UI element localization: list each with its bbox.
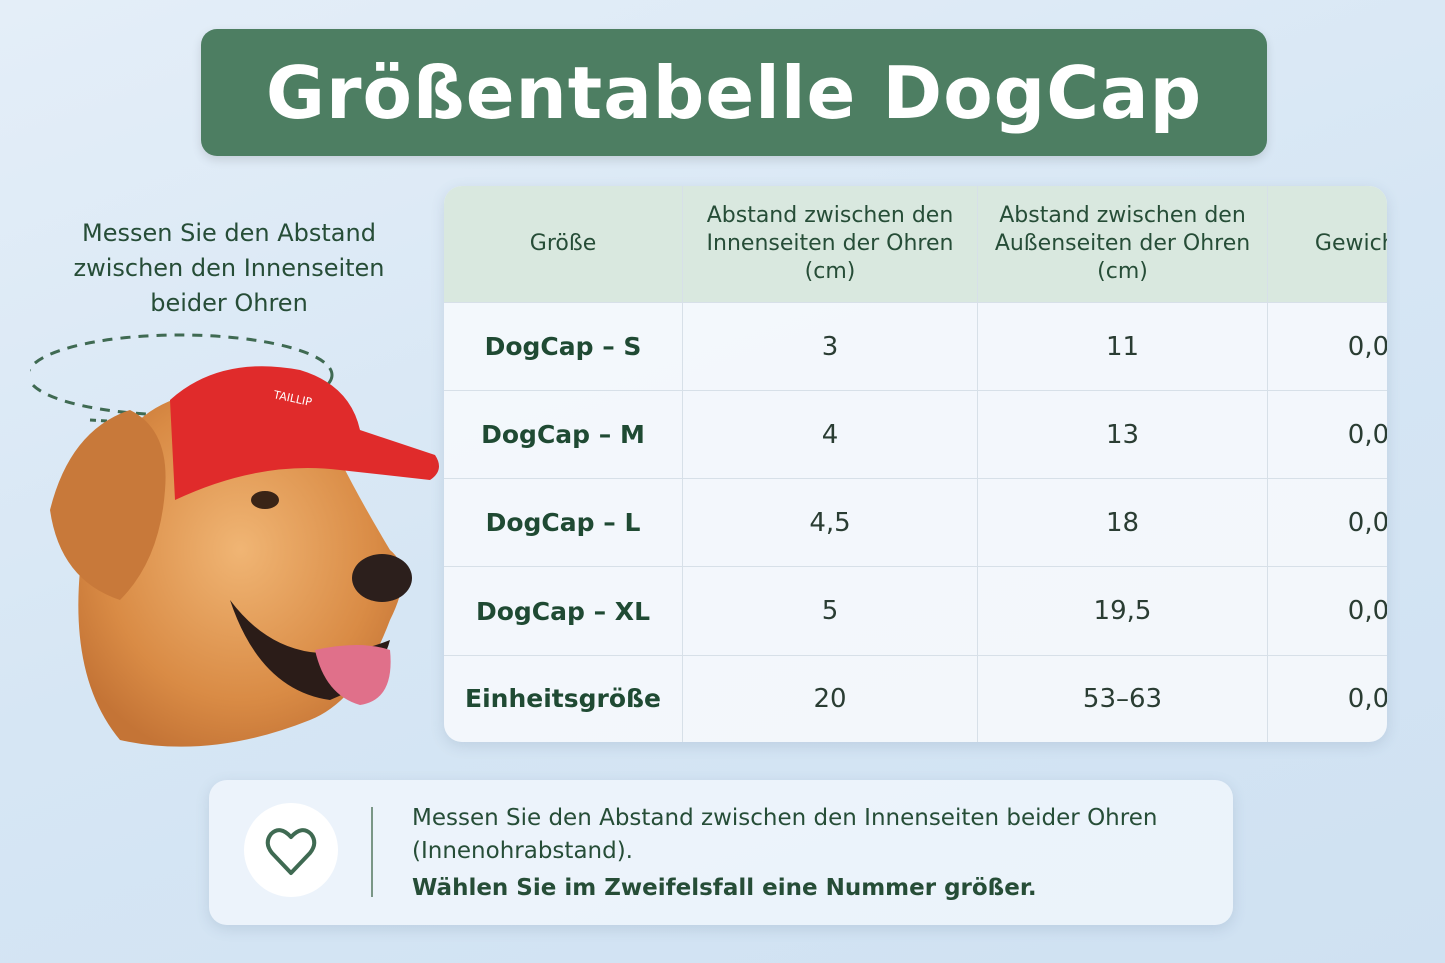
table-cell: 3 [682, 301, 978, 391]
note-emphasis: Wählen Sie im Zweifelsfall eine Nummer g… [412, 875, 1037, 901]
table-cell: 0,049 [1267, 566, 1387, 656]
size-name: DogCap – M [444, 390, 683, 479]
table-cell: 0,032 [1267, 390, 1387, 479]
size-name: DogCap – S [444, 301, 683, 391]
table-cell: 4,5 [682, 478, 978, 567]
note-line: Messen Sie den Abstand zwischen den Inne… [412, 805, 1158, 864]
size-name: Einheitsgröße [444, 654, 683, 742]
heart-icon [244, 803, 338, 897]
instruction: Messen Sie den Abstand zwischen den Inne… [73, 219, 385, 317]
table-cell: 0,024 [1267, 301, 1387, 391]
column-header: Gewicht (kg) [1267, 186, 1387, 303]
note-box: Messen Sie den Abstand zwischen den Inne… [209, 780, 1233, 925]
size-table-container: Größe Abstand zwischen den Innenseiten de… [444, 186, 1387, 742]
table-cell: 13 [977, 390, 1268, 479]
size-name: DogCap – XL [444, 566, 683, 656]
size-name: DogCap – L [444, 478, 683, 567]
divider [371, 807, 373, 897]
table-cell: 20 [682, 654, 978, 742]
size-table: Größe Abstand zwischen den Innenseiten de… [444, 186, 1387, 742]
table-cell: 19,5 [977, 566, 1268, 656]
table-cell: 4 [682, 390, 978, 479]
column-header: Größe [444, 186, 683, 303]
table-cell: 53–63 [977, 654, 1268, 742]
column-header: Abstand zwischen den Außenseiten der Ohr… [977, 186, 1268, 303]
title-banner: Größentabelle DogCap [201, 29, 1267, 156]
table-cell: 0,042 [1267, 478, 1387, 567]
column-header: Abstand zwischen den Innenseiten der Ohr… [682, 186, 978, 303]
table-cell: 5 [682, 566, 978, 656]
eye [251, 491, 279, 509]
tongue [315, 645, 391, 705]
dog-ear [50, 410, 166, 600]
note-text: Messen Sie den Abstand zwischen den Inne… [412, 802, 1212, 905]
table-cell: 18 [977, 478, 1268, 567]
title: Größentabelle DogCap [265, 50, 1203, 135]
table-header: Größe Abstand zwischen den Innenseiten de… [444, 186, 1387, 303]
cap [170, 366, 439, 500]
table-cell: 0,091 [1267, 654, 1387, 742]
dog-illustration: TAILLIP [30, 333, 439, 747]
header-row: Größe Abstand zwischen den Innenseiten de… [444, 186, 1387, 303]
table-cell: 11 [977, 301, 1268, 391]
nose [352, 554, 412, 602]
